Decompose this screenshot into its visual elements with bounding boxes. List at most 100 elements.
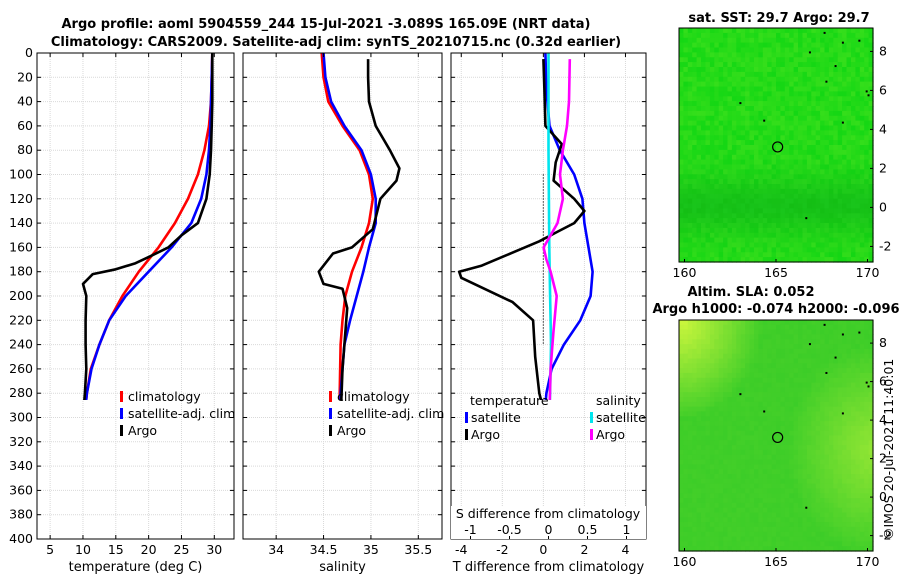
map-cell xyxy=(745,52,751,58)
map-cell xyxy=(745,159,751,166)
map-cell xyxy=(859,464,865,470)
map-cell xyxy=(811,382,817,388)
map-cell xyxy=(749,425,755,432)
map-cell xyxy=(802,382,808,388)
map-cell xyxy=(754,81,759,88)
map-cell xyxy=(709,47,715,53)
map-cell xyxy=(837,32,843,39)
map-cell xyxy=(687,474,693,480)
map-cell xyxy=(736,96,742,102)
map-cell xyxy=(749,28,755,34)
map-cell xyxy=(683,101,689,107)
map-cell xyxy=(736,164,742,170)
map-cell xyxy=(806,445,812,451)
map-cell xyxy=(718,184,724,190)
map-cell xyxy=(727,188,733,195)
map-cell xyxy=(802,154,808,161)
map-cell xyxy=(798,223,803,229)
map-cell xyxy=(754,372,759,379)
map-cell xyxy=(771,377,777,384)
map-cell xyxy=(824,120,830,127)
map-cell xyxy=(762,435,768,441)
map-cell xyxy=(762,397,768,403)
land-speck xyxy=(865,381,868,384)
map-cell xyxy=(837,159,843,166)
map-cell xyxy=(696,382,702,388)
map-cell xyxy=(780,517,786,523)
map-cell xyxy=(696,252,702,258)
map-cell xyxy=(723,372,729,379)
map-cell xyxy=(846,517,852,523)
map-cell xyxy=(740,334,746,340)
map-cell xyxy=(731,213,737,219)
map-cell xyxy=(683,406,689,412)
map-cell xyxy=(789,169,795,175)
map-cell xyxy=(811,368,817,374)
map-cell xyxy=(864,358,870,364)
map-cell xyxy=(754,242,759,248)
map-cell xyxy=(859,106,865,112)
map-cell xyxy=(749,459,755,465)
map-cell xyxy=(859,232,865,239)
map-cell xyxy=(789,81,795,88)
map-cell xyxy=(687,507,693,514)
map-cell xyxy=(859,348,865,355)
map-cell xyxy=(824,67,830,73)
map-cell xyxy=(789,387,795,393)
map-cell xyxy=(793,377,799,384)
map-cell xyxy=(806,522,812,528)
map-cell xyxy=(687,440,693,446)
map-cell xyxy=(714,464,720,470)
map-cell xyxy=(696,130,702,136)
map-cell xyxy=(784,464,790,470)
map-cell xyxy=(868,449,874,456)
map-cell xyxy=(731,130,737,136)
map-cell xyxy=(828,464,834,470)
map-cell xyxy=(806,493,812,499)
map-cell xyxy=(864,164,870,170)
map-cell xyxy=(740,203,746,209)
map-cell xyxy=(784,526,790,533)
map-cell xyxy=(692,242,698,248)
map-cell xyxy=(864,406,870,412)
map-cell xyxy=(762,247,768,253)
map-cell xyxy=(692,440,698,446)
map-cell xyxy=(740,449,746,456)
map-cell xyxy=(714,42,720,49)
map-cell xyxy=(833,372,839,379)
map-cell xyxy=(754,120,759,127)
map-cell xyxy=(776,445,781,451)
map-cell xyxy=(758,363,764,369)
map-cell xyxy=(701,71,706,78)
map-cell xyxy=(846,526,852,533)
map-cell xyxy=(824,416,830,422)
map-cell xyxy=(709,411,715,417)
map-cell xyxy=(723,106,729,112)
map-cell xyxy=(868,242,874,248)
map-cell xyxy=(859,517,865,523)
map-cell xyxy=(780,488,786,494)
map-cell xyxy=(767,334,773,340)
map-cell xyxy=(842,140,848,146)
map-cell xyxy=(767,493,773,499)
map-cell xyxy=(701,344,706,350)
map-cell xyxy=(683,425,689,432)
map-cell xyxy=(740,164,746,170)
map-cell xyxy=(789,154,795,161)
map-cell xyxy=(692,106,698,112)
y-tick-label: 120 xyxy=(9,191,33,206)
map-cell xyxy=(731,459,737,465)
map-cell xyxy=(723,488,729,494)
map-cell xyxy=(855,208,861,214)
map-cell xyxy=(828,140,834,146)
map-cell xyxy=(820,406,826,412)
map-cell xyxy=(789,184,795,190)
map-cell xyxy=(679,531,684,538)
map-cell xyxy=(806,81,812,88)
map-cell xyxy=(798,159,803,166)
map-cell xyxy=(806,164,812,170)
map-cell xyxy=(718,227,724,234)
map-cell xyxy=(789,392,795,398)
map-cell xyxy=(749,464,755,470)
map-cell xyxy=(868,502,874,509)
